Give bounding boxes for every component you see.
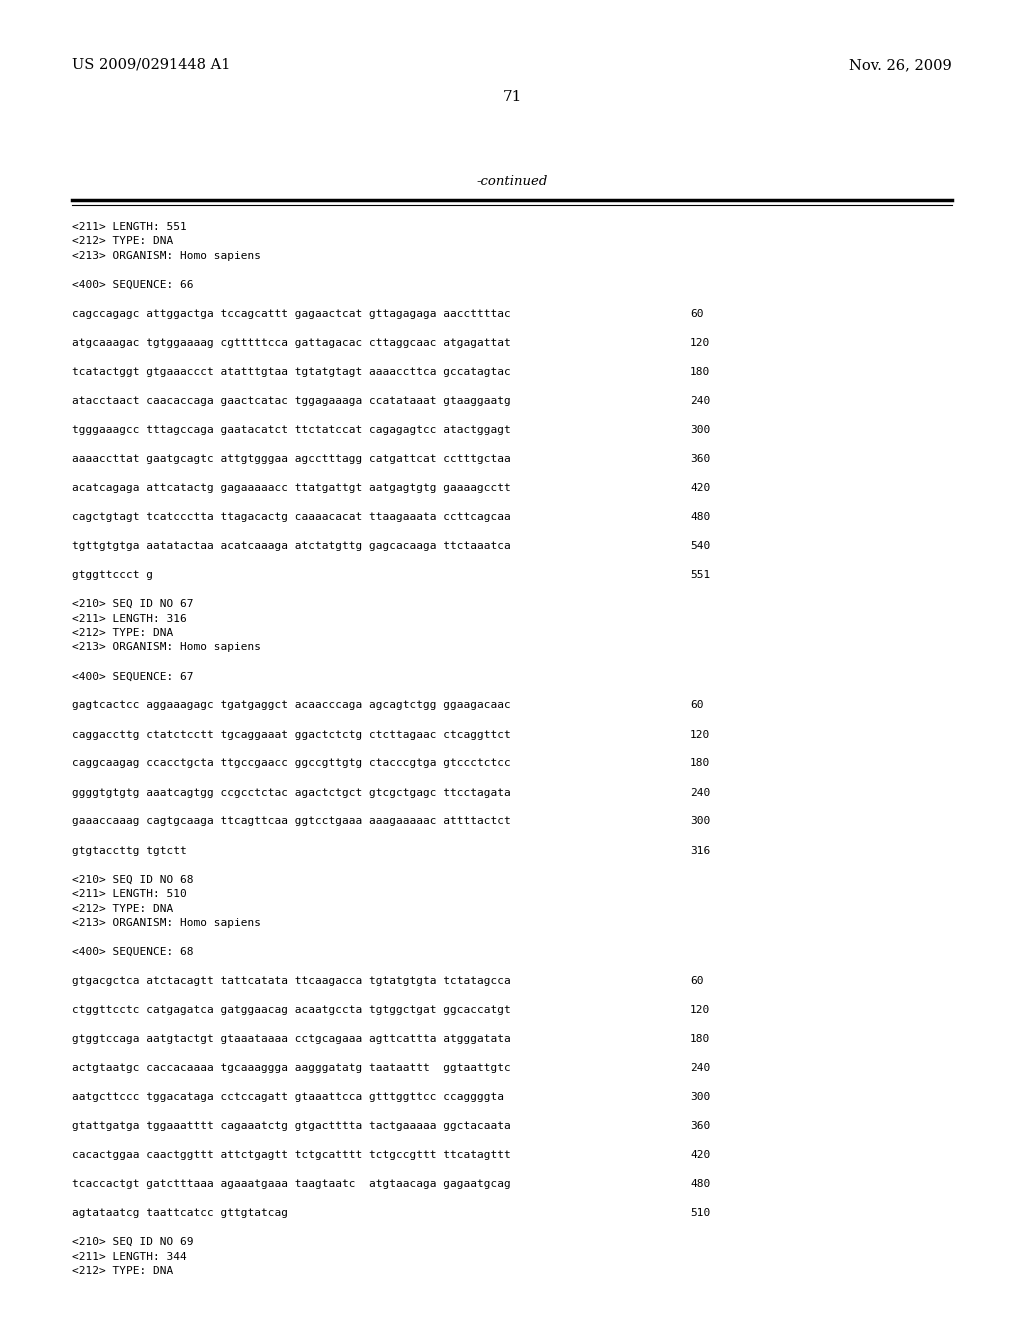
Text: <212> TYPE: DNA: <212> TYPE: DNA	[72, 1266, 173, 1276]
Text: <213> ORGANISM: Homo sapiens: <213> ORGANISM: Homo sapiens	[72, 917, 261, 928]
Text: 300: 300	[690, 1092, 711, 1102]
Text: 60: 60	[690, 309, 703, 319]
Text: 71: 71	[503, 90, 521, 104]
Text: 316: 316	[690, 846, 711, 855]
Text: gagtcactcc aggaaagagc tgatgaggct acaacccaga agcagtctgg ggaagacaac: gagtcactcc aggaaagagc tgatgaggct acaaccc…	[72, 701, 511, 710]
Text: tcaccactgt gatctttaaa agaaatgaaa taagtaatc  atgtaacaga gagaatgcag: tcaccactgt gatctttaaa agaaatgaaa taagtaa…	[72, 1179, 511, 1189]
Text: -continued: -continued	[476, 176, 548, 187]
Text: 240: 240	[690, 788, 711, 797]
Text: <212> TYPE: DNA: <212> TYPE: DNA	[72, 628, 173, 638]
Text: actgtaatgc caccacaaaa tgcaaaggga aagggatatg taataattt  ggtaattgtc: actgtaatgc caccacaaaa tgcaaaggga aagggat…	[72, 1063, 511, 1073]
Text: agtataatcg taattcatcc gttgtatcag: agtataatcg taattcatcc gttgtatcag	[72, 1208, 288, 1218]
Text: 480: 480	[690, 1179, 711, 1189]
Text: <210> SEQ ID NO 68: <210> SEQ ID NO 68	[72, 874, 194, 884]
Text: atacctaact caacaccaga gaactcatac tggagaaaga ccatataaat gtaaggaatg: atacctaact caacaccaga gaactcatac tggagaa…	[72, 396, 511, 407]
Text: 510: 510	[690, 1208, 711, 1218]
Text: aaaaccttat gaatgcagtc attgtgggaa agcctttagg catgattcat cctttgctaa: aaaaccttat gaatgcagtc attgtgggaa agccttt…	[72, 454, 511, 465]
Text: cacactggaa caactggttt attctgagtt tctgcatttt tctgccgttt ttcatagttt: cacactggaa caactggttt attctgagtt tctgcat…	[72, 1150, 511, 1160]
Text: gtattgatga tggaaatttt cagaaatctg gtgactttta tactgaaaaa ggctacaata: gtattgatga tggaaatttt cagaaatctg gtgactt…	[72, 1121, 511, 1131]
Text: 420: 420	[690, 483, 711, 492]
Text: <211> LENGTH: 344: <211> LENGTH: 344	[72, 1251, 186, 1262]
Text: ggggtgtgtg aaatcagtgg ccgcctctac agactctgct gtcgctgagc ttcctagata: ggggtgtgtg aaatcagtgg ccgcctctac agactct…	[72, 788, 511, 797]
Text: US 2009/0291448 A1: US 2009/0291448 A1	[72, 58, 230, 73]
Text: <211> LENGTH: 551: <211> LENGTH: 551	[72, 222, 186, 232]
Text: tgggaaagcc tttagccaga gaatacatct ttctatccat cagagagtcc atactggagt: tgggaaagcc tttagccaga gaatacatct ttctatc…	[72, 425, 511, 436]
Text: 60: 60	[690, 975, 703, 986]
Text: 180: 180	[690, 367, 711, 378]
Text: <211> LENGTH: 316: <211> LENGTH: 316	[72, 614, 186, 623]
Text: aatgcttccc tggacataga cctccagatt gtaaattcca gtttggttcc ccaggggta: aatgcttccc tggacataga cctccagatt gtaaatt…	[72, 1092, 504, 1102]
Text: cagctgtagt tcatccctta ttagacactg caaaacacat ttaagaaata ccttcagcaa: cagctgtagt tcatccctta ttagacactg caaaaca…	[72, 512, 511, 521]
Text: 120: 120	[690, 730, 711, 739]
Text: Nov. 26, 2009: Nov. 26, 2009	[849, 58, 952, 73]
Text: gtgacgctca atctacagtt tattcatata ttcaagacca tgtatgtgta tctatagcca: gtgacgctca atctacagtt tattcatata ttcaaga…	[72, 975, 511, 986]
Text: gtggtccaga aatgtactgt gtaaataaaa cctgcagaaa agttcattta atgggatata: gtggtccaga aatgtactgt gtaaataaaa cctgcag…	[72, 1034, 511, 1044]
Text: ctggttcctc catgagatca gatggaacag acaatgccta tgtggctgat ggcaccatgt: ctggttcctc catgagatca gatggaacag acaatgc…	[72, 1005, 511, 1015]
Text: <213> ORGANISM: Homo sapiens: <213> ORGANISM: Homo sapiens	[72, 643, 261, 652]
Text: 120: 120	[690, 1005, 711, 1015]
Text: <210> SEQ ID NO 69: <210> SEQ ID NO 69	[72, 1237, 194, 1247]
Text: <211> LENGTH: 510: <211> LENGTH: 510	[72, 888, 186, 899]
Text: tgttgtgtga aatatactaa acatcaaaga atctatgttg gagcacaaga ttctaaatca: tgttgtgtga aatatactaa acatcaaaga atctatg…	[72, 541, 511, 550]
Text: <400> SEQUENCE: 67: <400> SEQUENCE: 67	[72, 672, 194, 681]
Text: <213> ORGANISM: Homo sapiens: <213> ORGANISM: Homo sapiens	[72, 251, 261, 261]
Text: 420: 420	[690, 1150, 711, 1160]
Text: <210> SEQ ID NO 67: <210> SEQ ID NO 67	[72, 599, 194, 609]
Text: gtggttccct g: gtggttccct g	[72, 570, 153, 579]
Text: 360: 360	[690, 454, 711, 465]
Text: 60: 60	[690, 701, 703, 710]
Text: atgcaaagac tgtggaaaag cgtttttcca gattagacac cttaggcaac atgagattat: atgcaaagac tgtggaaaag cgtttttcca gattaga…	[72, 338, 511, 348]
Text: <400> SEQUENCE: 66: <400> SEQUENCE: 66	[72, 280, 194, 290]
Text: <212> TYPE: DNA: <212> TYPE: DNA	[72, 236, 173, 247]
Text: 551: 551	[690, 570, 711, 579]
Text: gaaaccaaag cagtgcaaga ttcagttcaa ggtcctgaaa aaagaaaaac attttactct: gaaaccaaag cagtgcaaga ttcagttcaa ggtcctg…	[72, 817, 511, 826]
Text: 240: 240	[690, 1063, 711, 1073]
Text: cagccagagc attggactga tccagcattt gagaactcat gttagagaga aaccttttac: cagccagagc attggactga tccagcattt gagaact…	[72, 309, 511, 319]
Text: 240: 240	[690, 396, 711, 407]
Text: 300: 300	[690, 817, 711, 826]
Text: 540: 540	[690, 541, 711, 550]
Text: gtgtaccttg tgtctt: gtgtaccttg tgtctt	[72, 846, 186, 855]
Text: tcatactggt gtgaaaccct atatttgtaa tgtatgtagt aaaaccttca gccatagtac: tcatactggt gtgaaaccct atatttgtaa tgtatgt…	[72, 367, 511, 378]
Text: 360: 360	[690, 1121, 711, 1131]
Text: caggaccttg ctatctcctt tgcaggaaat ggactctctg ctcttagaac ctcaggttct: caggaccttg ctatctcctt tgcaggaaat ggactct…	[72, 730, 511, 739]
Text: <212> TYPE: DNA: <212> TYPE: DNA	[72, 903, 173, 913]
Text: 180: 180	[690, 1034, 711, 1044]
Text: 300: 300	[690, 425, 711, 436]
Text: 480: 480	[690, 512, 711, 521]
Text: 120: 120	[690, 338, 711, 348]
Text: 180: 180	[690, 759, 711, 768]
Text: acatcagaga attcatactg gagaaaaacc ttatgattgt aatgagtgtg gaaaagcctt: acatcagaga attcatactg gagaaaaacc ttatgat…	[72, 483, 511, 492]
Text: caggcaagag ccacctgcta ttgccgaacc ggccgttgtg ctacccgtga gtccctctcc: caggcaagag ccacctgcta ttgccgaacc ggccgtt…	[72, 759, 511, 768]
Text: <400> SEQUENCE: 68: <400> SEQUENCE: 68	[72, 946, 194, 957]
